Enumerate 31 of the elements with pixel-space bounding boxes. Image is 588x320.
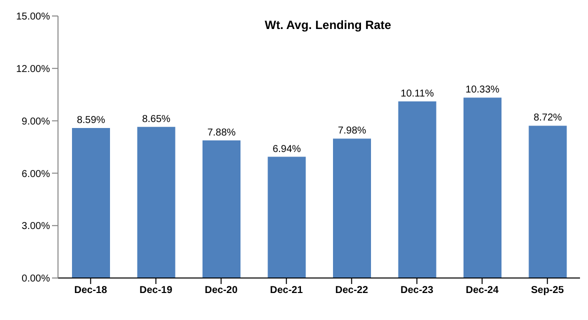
bar	[333, 138, 371, 278]
bar	[72, 128, 110, 278]
x-tick-label: Dec-22	[335, 285, 368, 296]
x-tick-label: Dec-24	[466, 285, 499, 296]
x-tick-label: Dec-23	[400, 285, 434, 296]
bar	[202, 140, 240, 278]
data-label: 10.33%	[466, 84, 500, 96]
data-label: 7.98%	[338, 126, 366, 137]
y-tick-label: 3.00%	[22, 221, 50, 232]
data-label: 10.11%	[400, 88, 434, 100]
x-tick-label: Dec-19	[139, 285, 173, 296]
data-label: 8.59%	[76, 114, 106, 126]
bar	[464, 98, 502, 278]
data-label: 6.94%	[272, 144, 302, 155]
x-tick-label: Dec-21	[270, 285, 304, 296]
x-tick-label: Dec-20	[204, 285, 238, 296]
data-label: 8.65%	[142, 114, 171, 125]
x-tick-label: Sep-25	[530, 285, 564, 296]
data-label: 7.88%	[207, 127, 236, 138]
chart-title: Wt. Avg. Lending Rate	[264, 18, 392, 32]
y-tick-label: 0.00%	[22, 274, 50, 285]
data-label: 8.72%	[534, 112, 562, 124]
bar	[398, 101, 436, 278]
bar	[528, 126, 567, 278]
y-tick-label: 12.00%	[16, 64, 50, 75]
x-tick-label: Dec-18	[74, 285, 108, 296]
bar	[137, 126, 176, 278]
y-tick-label: 15.00%	[16, 12, 50, 23]
y-tick-label: 6.00%	[22, 168, 50, 180]
y-tick-label: 9.00%	[22, 116, 50, 128]
bar	[268, 156, 306, 278]
